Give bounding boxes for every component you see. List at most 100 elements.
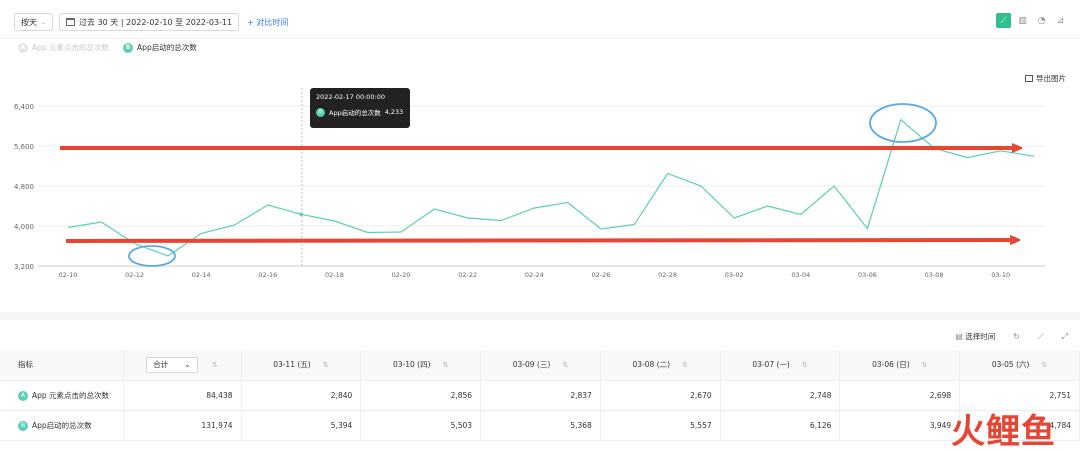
series-line-app-launch	[67, 118, 1035, 257]
export-label: 导出图片	[1036, 74, 1066, 83]
low-point-highlight-ellipse	[128, 245, 176, 267]
table-header-row: 指标 合计 ⌄ ⇅ 03-11 (五) ⇅ 03-10 (四) ⇅ 03-09 (三…	[0, 350, 1080, 381]
column-header-label: 03-09 (三)	[512, 360, 551, 370]
compare-time-link[interactable]: + 对比时间	[247, 17, 289, 27]
value-cell: 5,557	[600, 410, 721, 441]
value-cell: 2,837	[480, 380, 601, 411]
value-cell: 5,394	[241, 410, 362, 441]
metric-cell: A App 元素点击的总次数	[0, 380, 124, 411]
tooltip-series: App启动的总次数	[329, 109, 381, 117]
x-tick-label: 02-16	[258, 271, 277, 279]
granularity-select[interactable]: 按天 ⌄	[14, 13, 54, 31]
chart-toggle-icon[interactable]: ⟋	[1037, 331, 1044, 341]
x-tick-label: 03-10	[991, 271, 1010, 279]
column-header-label: 03-10 (四)	[392, 360, 431, 370]
metric-name: App 元素点击的总次数	[32, 390, 110, 400]
legend-label-b: App启动的总次数	[137, 43, 197, 52]
table-panel: ▤ 选择时间 ↻ ⟋ ⤢ 指标 合计 ⌄ ⇅ 03-11 (五) ⇅ 03-10 …	[0, 320, 1080, 450]
column-header-label: 03-05 (六)	[991, 360, 1030, 370]
chart-legend: A App 元素点击的总次数 B App启动的总次数	[18, 42, 197, 53]
sort-icon[interactable]: ⇅	[1041, 361, 1048, 370]
x-tick-label: 02-22	[458, 271, 477, 279]
area-chart-icon[interactable]: ⊿	[1056, 15, 1065, 26]
column-header[interactable]: 03-08 (二) ⇅	[600, 350, 721, 381]
value-cell: 2,748	[720, 380, 841, 411]
chart-tooltip: 2022-02-17 00:00:00 B App启动的总次数 4,233	[310, 88, 410, 128]
value-cell: 2,698	[839, 380, 961, 411]
sort-icon[interactable]: ⇅	[211, 361, 218, 370]
x-tick-label: 02-28	[658, 271, 677, 279]
x-tick-label: 02-26	[592, 271, 611, 279]
x-tick-label: 03-04	[791, 271, 810, 279]
choose-time-button[interactable]: ▤ 选择时间	[955, 331, 995, 342]
y-axis: 3,200 4,000 4,800 5,600 6,400	[14, 103, 34, 271]
legend-badge-b: B	[123, 42, 134, 53]
table-row: A App 元素点击的总次数 84,438 2,840 2,856 2,837 2…	[0, 380, 1080, 411]
y-tick-label: 3,200	[14, 263, 34, 271]
column-header[interactable]: 03-09 (三) ⇅	[480, 350, 601, 381]
x-tick-label: 03-08	[925, 271, 944, 279]
column-header[interactable]: 03-05 (六) ⇅	[959, 350, 1080, 381]
export-image-button[interactable]: 导出图片	[1025, 73, 1066, 84]
chart-toolbar: 按天 ⌄ 过去 30 天 | 2022-02-10 至 2022-03-11 +…	[14, 13, 288, 31]
date-range-label: 过去 30 天 | 2022-02-10 至 2022-03-11	[79, 17, 233, 27]
table-row: B App启动的总次数 131,974 5,394 5,503 5,368 5,5…	[0, 410, 1080, 441]
sort-icon[interactable]: ⇅	[322, 361, 329, 370]
total-cell: 84,438	[123, 380, 242, 411]
aggregation-label: 合计	[153, 360, 169, 370]
column-header-label: 03-06 (日)	[872, 360, 910, 370]
image-icon	[1025, 75, 1033, 82]
legend-item-a[interactable]: A App 元素点击的总次数	[18, 42, 109, 53]
tooltip-row: B App启动的总次数 4,233	[316, 107, 404, 117]
x-tick-label: 02-14	[192, 271, 211, 279]
value-cell: 3,949	[839, 410, 961, 441]
y-tick-label: 4,000	[14, 223, 34, 231]
bar-chart-icon[interactable]: ▥	[1018, 15, 1027, 26]
sort-icon[interactable]: ⇅	[442, 361, 449, 370]
x-tick-label: 02-20	[392, 271, 411, 279]
value-cell: 5,368	[480, 410, 601, 441]
column-header[interactable]: 03-06 (日) ⇅	[839, 350, 961, 381]
calendar-icon	[66, 18, 76, 26]
fullscreen-icon[interactable]: ⤢	[1061, 331, 1068, 341]
data-table: 指标 合计 ⌄ ⇅ 03-11 (五) ⇅ 03-10 (四) ⇅ 03-09 (三…	[0, 350, 1080, 441]
y-tick-label: 6,400	[14, 103, 34, 111]
table-toolbar: ▤ 选择时间 ↻ ⟋ ⤢	[955, 331, 1068, 342]
x-tick-label: 02-18	[325, 271, 344, 279]
chart-type-switcher: ⟋ ▥ ◔ ⊿	[996, 13, 1068, 28]
pie-chart-icon[interactable]: ◔	[1037, 15, 1046, 26]
peak-highlight-ellipse	[869, 103, 937, 143]
series-points	[67, 119, 1035, 257]
refresh-icon[interactable]: ↻	[1013, 332, 1020, 341]
watermark-logo: 火鲤鱼	[951, 412, 1056, 450]
metric-header: 指标	[0, 350, 124, 381]
value-cell: 2,670	[600, 380, 721, 411]
date-range-picker[interactable]: 过去 30 天 | 2022-02-10 至 2022-03-11	[59, 13, 240, 31]
toolbar-divider	[0, 38, 1080, 39]
legend-badge-a: A	[18, 42, 28, 53]
chart-panel: 按天 ⌄ 过去 30 天 | 2022-02-10 至 2022-03-11 +…	[0, 13, 1080, 84]
line-chart-icon[interactable]: ⟋	[996, 13, 1011, 28]
sort-icon[interactable]: ⇅	[682, 361, 688, 370]
column-header[interactable]: 03-07 (一) ⇅	[720, 350, 841, 381]
calendar-icon: ▤	[955, 332, 963, 341]
sum-header: 合计 ⌄ ⇅	[123, 350, 242, 381]
aggregation-select[interactable]: 合计 ⌄	[146, 356, 198, 373]
row-badge: A	[18, 390, 28, 401]
sort-icon[interactable]: ⇅	[921, 361, 928, 370]
column-header[interactable]: 03-10 (四) ⇅	[360, 350, 482, 381]
x-tick-label: 03-06	[858, 271, 877, 279]
data-point[interactable]	[299, 212, 303, 217]
sort-icon[interactable]: ⇅	[562, 361, 569, 370]
metric-cell: B App启动的总次数	[0, 410, 124, 441]
choose-time-label: 选择时间	[965, 332, 996, 341]
metric-name: App启动的总次数	[32, 420, 92, 430]
chevron-down-icon: ⌄	[184, 360, 191, 370]
y-tick-label: 4,800	[14, 183, 34, 191]
row-badge: B	[18, 420, 28, 431]
x-axis: 02-10 02-12 02-14 02-16 02-18 02-20 02-22 02-24…	[38, 265, 1045, 279]
column-header[interactable]: 03-11 (五) ⇅	[241, 350, 362, 381]
legend-item-b[interactable]: B App启动的总次数	[123, 42, 197, 53]
sort-icon[interactable]: ⇅	[801, 361, 808, 370]
